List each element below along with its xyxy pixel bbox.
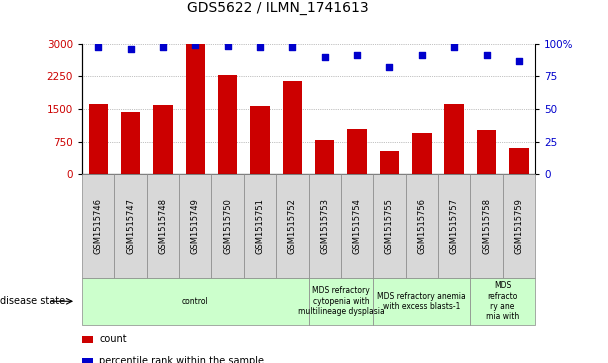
Text: GSM1515759: GSM1515759: [514, 198, 523, 254]
Bar: [153, 105, 173, 174]
Bar: [509, 148, 528, 174]
Text: GSM1515751: GSM1515751: [255, 198, 264, 254]
Bar: [218, 75, 237, 174]
Bar: [412, 133, 432, 174]
Bar: [283, 81, 302, 174]
Text: GSM1515757: GSM1515757: [450, 198, 458, 254]
Text: GSM1515752: GSM1515752: [288, 198, 297, 254]
Point: [223, 43, 232, 49]
Bar: [121, 112, 140, 174]
Bar: [89, 104, 108, 174]
Text: control: control: [182, 297, 209, 306]
Text: MDS refractory
cytopenia with
multilineage dysplasia: MDS refractory cytopenia with multilinea…: [297, 286, 384, 316]
Point: [158, 45, 168, 50]
Point: [94, 45, 103, 50]
Text: GSM1515755: GSM1515755: [385, 198, 394, 254]
Point: [320, 54, 330, 60]
Point: [449, 45, 459, 50]
Bar: [347, 129, 367, 174]
Text: GDS5622 / ILMN_1741613: GDS5622 / ILMN_1741613: [187, 0, 369, 15]
Point: [417, 52, 427, 58]
Point: [255, 45, 265, 50]
Point: [385, 64, 395, 70]
Text: MDS refractory anemia
with excess blasts-1: MDS refractory anemia with excess blasts…: [378, 291, 466, 311]
Text: percentile rank within the sample: percentile rank within the sample: [99, 356, 264, 363]
Point: [482, 52, 491, 58]
Text: GSM1515746: GSM1515746: [94, 198, 103, 254]
Text: GSM1515749: GSM1515749: [191, 198, 200, 254]
Text: disease state: disease state: [0, 296, 65, 306]
Text: MDS
refracto
ry ane
mia with: MDS refracto ry ane mia with: [486, 281, 519, 321]
Bar: [185, 44, 205, 174]
Bar: [477, 130, 496, 174]
Point: [190, 42, 200, 48]
Bar: [250, 106, 270, 174]
Point: [288, 45, 297, 50]
Text: GSM1515753: GSM1515753: [320, 198, 330, 254]
Point: [126, 46, 136, 52]
Text: GSM1515750: GSM1515750: [223, 198, 232, 254]
Text: GSM1515758: GSM1515758: [482, 198, 491, 254]
Text: GSM1515748: GSM1515748: [159, 198, 167, 254]
Point: [352, 52, 362, 58]
Bar: [444, 104, 464, 174]
Text: count: count: [99, 334, 126, 344]
Bar: [380, 151, 399, 174]
Point: [514, 58, 523, 64]
Text: GSM1515756: GSM1515756: [417, 198, 426, 254]
Text: GSM1515747: GSM1515747: [126, 198, 135, 254]
Bar: [315, 140, 334, 174]
Text: GSM1515754: GSM1515754: [353, 198, 362, 254]
